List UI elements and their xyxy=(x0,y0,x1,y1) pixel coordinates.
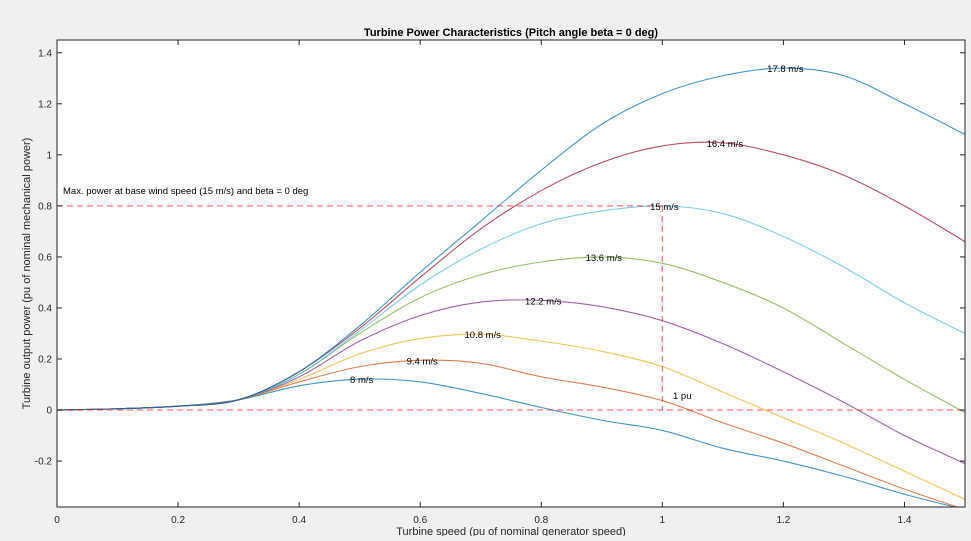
y-tick-label: 0.4 xyxy=(38,303,52,314)
y-tick-label: 1.2 xyxy=(38,99,52,110)
y-axis-label: Turbine output power (pu of nominal mech… xyxy=(21,138,33,410)
x-tick-label: 1.4 xyxy=(898,515,912,526)
y-tick-label: -0.2 xyxy=(35,457,53,468)
x-tick-label: 0.2 xyxy=(171,515,185,526)
curve-label: 9.4 m/s xyxy=(407,356,438,367)
y-ticks: -0.2 0 0.2 0.4 0.6 0.8 1 1.2 1.4 xyxy=(35,48,965,468)
x-tick-label: 1.2 xyxy=(776,515,790,526)
curve-labels: 8 m/s 9.4 m/s 10.8 m/s 12.2 m/s 13.6 m/s 15 m… xyxy=(350,64,804,386)
y-tick-label: 0.2 xyxy=(38,354,52,365)
curve-label: 12.2 m/s xyxy=(525,296,562,307)
x-tick-label: 0.6 xyxy=(413,515,427,526)
curve-label: 8 m/s xyxy=(350,375,373,386)
one-pu-annotation: 1 pu xyxy=(673,391,692,402)
x-tick-label: 0.8 xyxy=(534,515,548,526)
curve-label: 15 m/s xyxy=(650,202,679,213)
y-tick-label: 1.4 xyxy=(38,48,52,59)
curve-label: 10.8 m/s xyxy=(465,330,502,341)
y-tick-label: 0.8 xyxy=(38,201,52,212)
x-axis-label: Turbine speed (pu of nominal generator s… xyxy=(396,526,626,536)
x-tick-label: 0 xyxy=(54,515,60,526)
y-tick-label: 0 xyxy=(46,406,52,417)
x-tick-label: 1 xyxy=(660,515,666,526)
reference-lines xyxy=(57,205,965,411)
max-power-annotation: Max. power at base wind speed (15 m/s) a… xyxy=(63,186,308,197)
axes xyxy=(56,39,966,508)
curve-label: 17.8 m/s xyxy=(767,64,804,75)
curve-label: 13.6 m/s xyxy=(586,253,623,264)
chart-title: Turbine Power Characteristics (Pitch ang… xyxy=(364,27,658,39)
series-layer xyxy=(57,67,965,507)
y-tick-label: 0.6 xyxy=(38,252,52,263)
y-tick-label: 1 xyxy=(46,150,52,161)
curve-label: 16.4 m/s xyxy=(707,139,744,150)
plot-area xyxy=(57,40,965,507)
x-tick-label: 0.4 xyxy=(292,515,306,526)
series-line-17-8-m-s xyxy=(57,67,965,411)
axes-box xyxy=(56,39,966,508)
x-ticks: 0 0.2 0.4 0.6 0.8 1 1.2 1.4 xyxy=(54,40,912,526)
